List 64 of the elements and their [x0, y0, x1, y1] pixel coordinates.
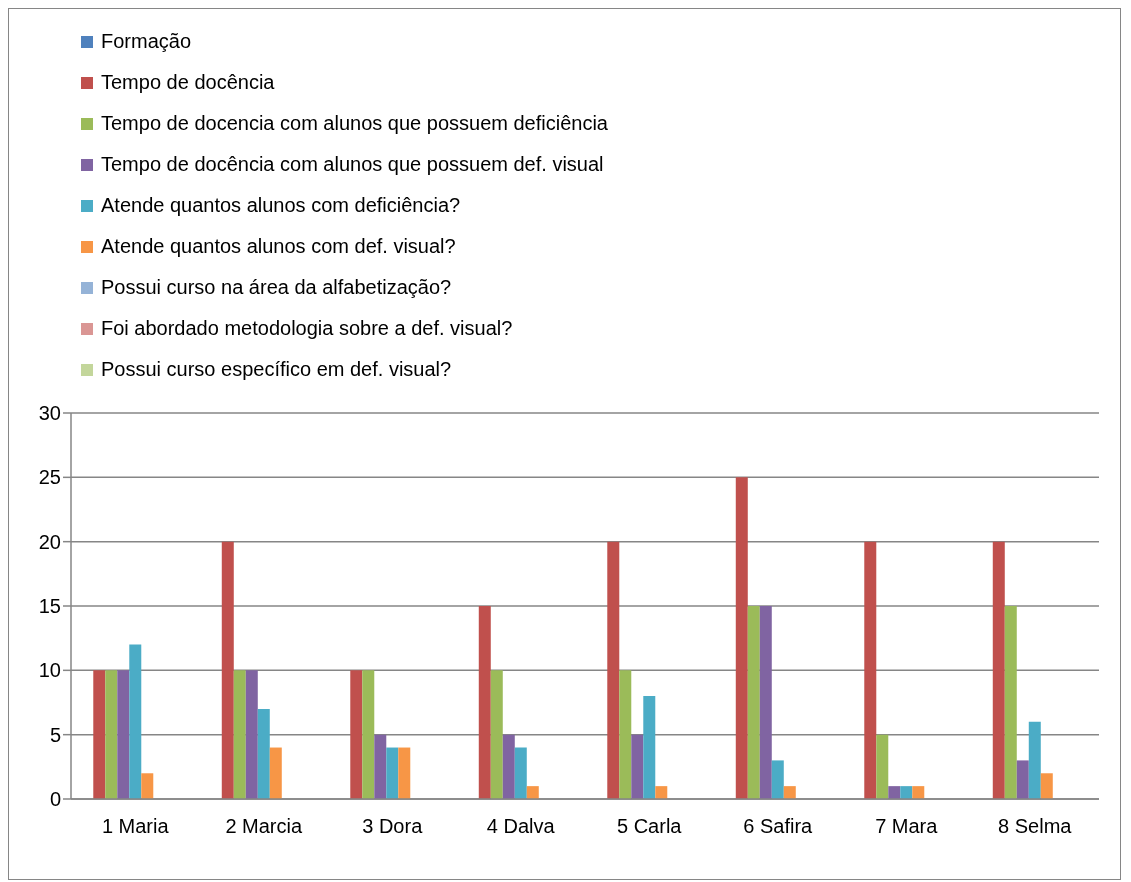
bar — [398, 747, 411, 799]
bar — [490, 670, 503, 799]
legend-label: Tempo de docencia com alunos que possuem deficiência — [101, 112, 608, 135]
legend-label: Possui curso na área da alfabetização? — [101, 276, 452, 299]
bar — [747, 606, 760, 799]
bar — [759, 606, 772, 799]
y-tick-label: 30 — [38, 402, 61, 425]
legend-label: Formação — [101, 30, 192, 53]
x-tick-label: 3 Dora — [362, 815, 424, 838]
bar — [362, 670, 375, 799]
bar — [900, 786, 913, 799]
bar — [257, 708, 270, 799]
bar — [245, 670, 258, 799]
bar — [350, 670, 363, 799]
bar — [93, 670, 106, 799]
y-tick-label: 0 — [49, 788, 61, 811]
x-tick-label: 1 Maria — [101, 815, 170, 838]
x-tick-label: 8 Selma — [998, 815, 1073, 838]
bar — [771, 760, 784, 799]
legend-label: Tempo de docência — [101, 71, 275, 94]
bar — [129, 644, 142, 799]
bar — [478, 606, 491, 799]
bar — [619, 670, 632, 799]
x-tick-label: 5 Carla — [617, 815, 683, 838]
bar — [374, 734, 387, 799]
bar — [655, 786, 668, 799]
bar — [876, 734, 889, 799]
y-tick-label: 10 — [38, 659, 61, 682]
bar — [502, 734, 515, 799]
bar — [912, 786, 925, 799]
bar — [888, 786, 901, 799]
bar — [269, 747, 282, 799]
x-tick-label: 6 Safira — [743, 815, 814, 838]
bar — [221, 541, 234, 799]
bar — [105, 670, 118, 799]
bar — [526, 786, 539, 799]
x-tick-label: 2 Marcia — [225, 815, 303, 838]
bar — [1040, 773, 1053, 799]
x-tick-label: 7 Mara — [875, 815, 939, 838]
y-tick-label: 5 — [49, 723, 61, 746]
legend-label: Tempo de docência com alunos que possuem def. visual — [101, 153, 604, 176]
y-tick-label: 15 — [38, 595, 61, 618]
bar — [1004, 606, 1017, 799]
bar — [631, 734, 644, 799]
bar — [514, 747, 527, 799]
bar — [735, 477, 748, 799]
y-tick-label: 25 — [38, 466, 61, 489]
bar — [864, 541, 877, 799]
bar — [233, 670, 246, 799]
bar — [141, 773, 154, 799]
x-tick-label: 4 Dalva — [486, 815, 556, 838]
bar — [1028, 721, 1041, 799]
legend-label: Atende quantos alunos com def. visual? — [101, 235, 456, 258]
legend-label: Possui curso específico em def. visual? — [101, 358, 452, 381]
bar — [386, 747, 399, 799]
bar — [607, 541, 620, 799]
legend-label: Atende quantos alunos com deficiência? — [101, 194, 461, 217]
bar — [643, 696, 656, 799]
bar — [783, 786, 796, 799]
bar — [992, 541, 1005, 799]
bar — [117, 670, 130, 799]
legend-label: Foi abordado metodologia sobre a def. visual? — [101, 317, 513, 340]
y-tick-label: 20 — [38, 530, 61, 553]
bar — [1016, 760, 1029, 799]
